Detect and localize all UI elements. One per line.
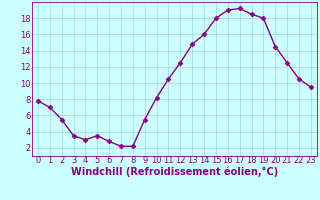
X-axis label: Windchill (Refroidissement éolien,°C): Windchill (Refroidissement éolien,°C) xyxy=(71,166,278,177)
